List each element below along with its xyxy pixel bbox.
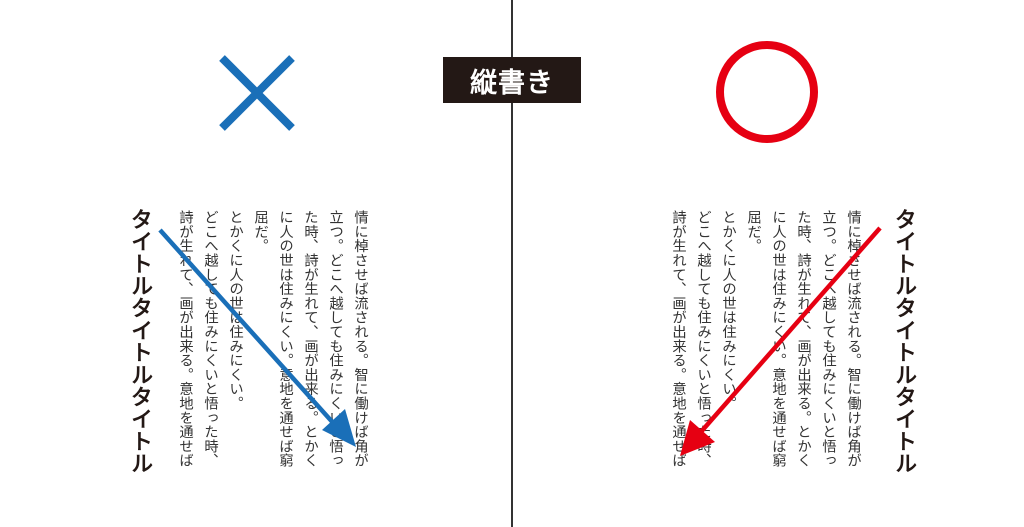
text-column: 情に棹させば流される。智に働けば角が: [845, 210, 861, 468]
wrong-reading-arrow: [158, 228, 356, 447]
vertical-writing-label: 縦書き: [443, 57, 581, 103]
text-column: 情に棹させば流される。智に働けば角が: [352, 210, 368, 468]
text-column: どこへ越しても住みにくいと悟った時、: [695, 210, 711, 468]
text-column: どこへ越しても住みにくいと悟った時、: [202, 210, 218, 468]
text-column: 屈だ。: [252, 210, 268, 253]
text-column: に人の世は住みにくい。意地を通せば窮: [770, 210, 786, 468]
circle-mark-icon: [716, 41, 818, 143]
text-column: 詩が生れて、画が出来る。意地を通せば: [177, 210, 193, 468]
text-column: とかくに人の世は住みにくい。: [227, 210, 243, 411]
text-column: とかくに人の世は住みにくい。: [720, 210, 736, 411]
cross-mark-icon: [219, 55, 295, 131]
text-column: 詩が生れて、画が出来る。意地を通せば: [670, 210, 686, 468]
correct-reading-arrow: [680, 226, 882, 456]
center-divider: [511, 0, 513, 527]
text-column: 屈だ。: [745, 210, 761, 253]
body-correct: 情に棹させば流される。智に働けば角が 立つ。どこへ越しても住みにくいと悟っ た時…: [665, 210, 865, 500]
title-correct: タイトルタイトルタイトル: [891, 208, 916, 475]
text-column: に人の世は住みにくい。意地を通せば窮: [277, 210, 293, 468]
text-column: た時、詩が生れて、画が出来る。とかく: [795, 210, 811, 468]
text-column: 立つ。どこへ越しても住みにくいと悟っ: [327, 210, 343, 468]
title-wrong: タイトルタイトルタイトル: [127, 208, 152, 475]
text-column: 立つ。どこへ越しても住みにくいと悟っ: [820, 210, 836, 468]
